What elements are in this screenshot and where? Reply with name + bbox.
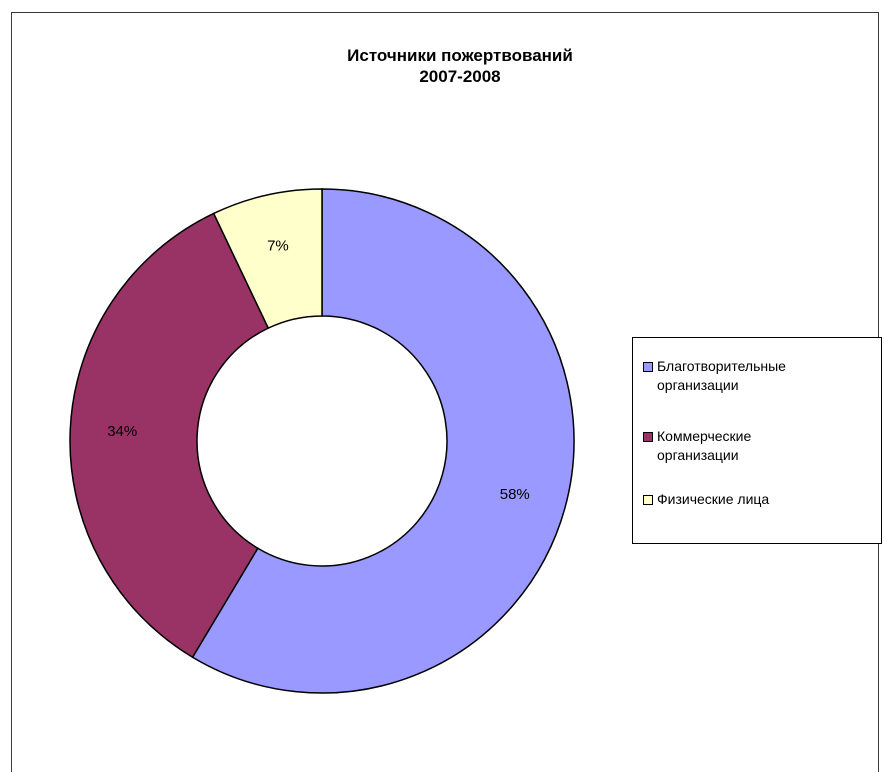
chart-title-line: Источники пожертвований <box>347 46 573 65</box>
data-label: 34% <box>107 423 137 440</box>
legend: Благотворительные организации Коммерческ… <box>632 337 882 544</box>
legend-label-line: Коммерческие <box>657 428 752 444</box>
legend-label-line: организации <box>657 377 739 393</box>
legend-swatch-charity <box>643 362 653 372</box>
data-labels: 58% 34% 7% <box>107 237 530 502</box>
chart-subtitle-line: 2007-2008 <box>419 67 501 86</box>
legend-label-charity: Благотворительные организации <box>657 357 786 395</box>
legend-label-line: Физические лица <box>657 491 770 507</box>
legend-label-commercial: Коммерческие организации <box>657 427 751 465</box>
data-label: 7% <box>267 237 289 254</box>
legend-label-line: организации <box>657 447 739 463</box>
legend-swatch-commercial <box>643 432 653 442</box>
data-label: 58% <box>500 486 530 503</box>
legend-label-individuals: Физические лица <box>657 490 769 509</box>
donut-slices <box>69 188 575 694</box>
legend-swatch-individuals <box>643 495 653 505</box>
chart-title: Источники пожертвований 2007-2008 <box>250 45 670 87</box>
legend-label-line: Благотворительные <box>657 358 786 374</box>
slice-commercial <box>69 212 270 659</box>
slice-charity <box>191 188 575 694</box>
slice-individuals <box>212 188 323 330</box>
